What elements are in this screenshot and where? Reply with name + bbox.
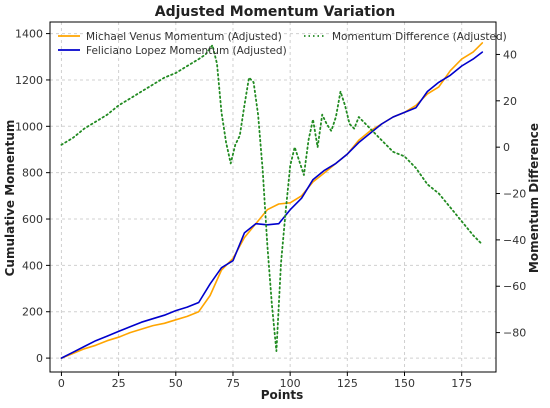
tick-labels: 0 25 50 75 100 125 150 175020040060080010001200… bbox=[15, 28, 526, 390]
y-tick-label: 600 bbox=[22, 213, 43, 226]
y2-tick-label: 20 bbox=[503, 95, 517, 108]
axes bbox=[46, 21, 500, 376]
x-axis-label: Points bbox=[261, 388, 304, 402]
grid bbox=[50, 22, 496, 372]
legend-label: Feliciano Lopez Momentum (Adjusted) bbox=[86, 45, 287, 57]
y2-axis-label: Momentum Difference bbox=[527, 123, 541, 273]
y2-tick-label: −60 bbox=[503, 280, 526, 293]
y-tick-label: 1200 bbox=[15, 74, 43, 87]
y2-tick-label: −20 bbox=[503, 188, 526, 201]
x-tick-label: 0 bbox=[58, 377, 65, 390]
legend-label: Michael Venus Momentum (Adjusted) bbox=[86, 31, 282, 43]
x-tick-label: 75 bbox=[226, 377, 240, 390]
x-tick-label: 125 bbox=[337, 377, 358, 390]
series-lines bbox=[60, 42, 484, 359]
legend: Michael Venus Momentum (Adjusted) Felicia… bbox=[58, 31, 507, 57]
y-tick-label: 400 bbox=[22, 259, 43, 272]
y-tick-label: 1000 bbox=[15, 120, 43, 133]
y-tick-label: 0 bbox=[36, 352, 43, 365]
x-tick-label: 175 bbox=[451, 377, 472, 390]
series-line-3 bbox=[60, 44, 484, 353]
y2-tick-label: −80 bbox=[503, 327, 526, 340]
plot-frame bbox=[49, 21, 497, 373]
series-line-2 bbox=[60, 51, 484, 359]
y-tick-label: 200 bbox=[22, 306, 43, 319]
legend-label: Momentum Difference (Adjusted) bbox=[332, 31, 507, 43]
series-line-1 bbox=[60, 42, 484, 359]
y2-tick-label: −40 bbox=[503, 234, 526, 247]
x-tick-label: 25 bbox=[112, 377, 126, 390]
y-tick-label: 1400 bbox=[15, 28, 43, 41]
x-tick-label: 50 bbox=[169, 377, 183, 390]
y-axis-label: Cumulative Momentum bbox=[3, 120, 17, 277]
y-tick-label: 800 bbox=[22, 167, 43, 180]
y2-tick-label: 0 bbox=[503, 141, 510, 154]
y2-tick-label: 40 bbox=[503, 48, 517, 61]
chart-title: Adjusted Momentum Variation bbox=[155, 4, 396, 20]
x-tick-label: 100 bbox=[280, 377, 301, 390]
x-tick-label: 150 bbox=[394, 377, 415, 390]
